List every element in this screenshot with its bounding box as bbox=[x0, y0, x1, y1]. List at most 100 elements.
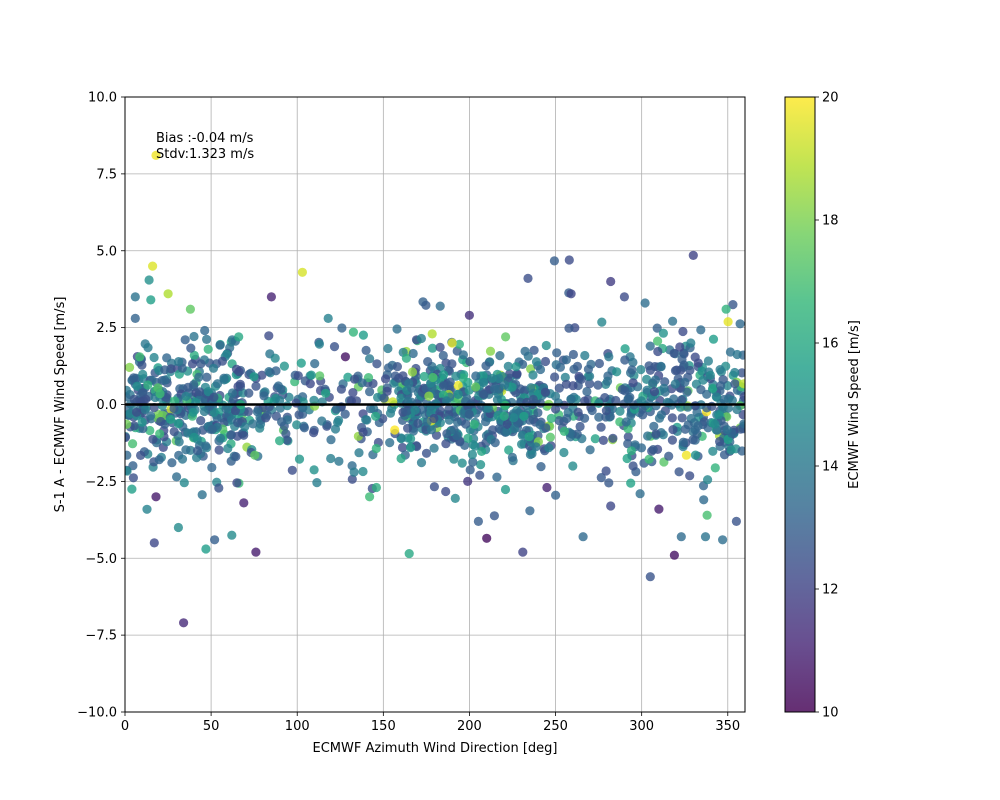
scatter-point bbox=[354, 448, 364, 458]
scatter-point bbox=[346, 396, 356, 406]
scatter-point bbox=[145, 425, 155, 436]
scatter-point bbox=[670, 379, 680, 389]
scatter-point bbox=[642, 385, 652, 395]
scatter-point bbox=[125, 419, 132, 429]
scatter-point bbox=[730, 379, 740, 389]
scatter-point bbox=[156, 416, 166, 427]
scatter-point bbox=[292, 420, 302, 430]
y-axis-ticks: −10.0 −7.5 −5.0 −2.5 0.0 2.5 5.0 7.5 10.0 bbox=[77, 91, 125, 721]
scatter-point bbox=[465, 356, 475, 367]
scatter-point bbox=[644, 454, 654, 464]
scatter-point bbox=[454, 339, 464, 349]
scatter-point bbox=[721, 304, 731, 314]
scatter-point bbox=[594, 358, 605, 369]
scatter-point bbox=[312, 478, 322, 488]
scatter-point bbox=[465, 465, 475, 475]
scatter-point bbox=[407, 367, 418, 377]
colorbar-tick-label: 10 bbox=[822, 706, 839, 721]
scatter-point bbox=[696, 325, 706, 335]
scatter-point bbox=[365, 387, 375, 397]
scatter-point bbox=[315, 371, 325, 381]
scatter-point bbox=[406, 434, 416, 444]
scatter-point bbox=[699, 495, 709, 505]
scatter-point bbox=[626, 446, 637, 456]
scatter-point bbox=[385, 438, 395, 448]
scatter-point bbox=[125, 362, 135, 372]
scatter-point bbox=[264, 331, 274, 341]
scatter-point bbox=[572, 429, 582, 439]
scatter-point bbox=[248, 419, 258, 429]
scatter-point bbox=[349, 467, 359, 477]
scatter-point bbox=[730, 367, 740, 378]
scatter-point bbox=[257, 370, 267, 380]
scatter-point bbox=[125, 450, 132, 460]
scatter-point bbox=[239, 498, 249, 508]
scatter-point bbox=[151, 492, 161, 502]
scatter-point bbox=[234, 332, 244, 342]
scatter-point bbox=[266, 292, 276, 302]
scatter-point bbox=[293, 371, 303, 381]
scatter-point bbox=[426, 425, 437, 435]
scatter-point bbox=[240, 422, 250, 432]
scatter-point bbox=[144, 275, 154, 285]
scatter-point bbox=[270, 353, 280, 363]
scatter-point bbox=[326, 453, 336, 464]
scatter-point bbox=[682, 387, 692, 397]
x-tick-label: 250 bbox=[543, 719, 568, 734]
scatter-point bbox=[317, 416, 327, 426]
scatter-point bbox=[421, 448, 432, 458]
scatter-point bbox=[128, 473, 138, 483]
scatter-point bbox=[714, 410, 724, 420]
scatter-point bbox=[421, 300, 431, 310]
scatter-point bbox=[606, 276, 616, 287]
scatter-point bbox=[398, 371, 408, 381]
scatter-point bbox=[596, 473, 606, 483]
scatter-point bbox=[580, 413, 590, 423]
scatter-point bbox=[463, 433, 473, 443]
scatter-point bbox=[688, 250, 698, 260]
scatter-point bbox=[535, 364, 546, 375]
scatter-point bbox=[544, 443, 554, 453]
scatter-point bbox=[475, 470, 485, 480]
scatter-point bbox=[413, 418, 423, 428]
scatter-point bbox=[654, 413, 665, 423]
scatter-point bbox=[173, 522, 183, 533]
scatter-point bbox=[649, 387, 660, 397]
scatter-point bbox=[194, 372, 204, 382]
scatter-point bbox=[471, 371, 481, 381]
scatter-point bbox=[620, 386, 630, 396]
scatter-point bbox=[232, 478, 242, 488]
scatter-point bbox=[594, 412, 604, 422]
scatter-point bbox=[187, 359, 198, 369]
scatter-point bbox=[447, 338, 457, 348]
scatter-point bbox=[453, 380, 463, 391]
scatter-point bbox=[347, 474, 357, 484]
scatter-point bbox=[306, 370, 316, 380]
colorbar-ticks: 10 12 14 16 18 20 bbox=[815, 91, 839, 721]
scatter-point bbox=[715, 365, 725, 375]
scatter-point bbox=[186, 343, 196, 353]
scatter-point bbox=[619, 292, 630, 302]
scatter-point bbox=[669, 348, 679, 358]
scatter-point bbox=[183, 428, 193, 438]
scatter-point bbox=[648, 445, 658, 455]
scatter-point bbox=[640, 298, 650, 308]
scatter-point bbox=[172, 472, 182, 482]
scatter-point bbox=[403, 423, 413, 433]
scatter-point bbox=[125, 466, 132, 476]
scatter-point bbox=[426, 401, 437, 411]
scatter-point bbox=[681, 450, 692, 460]
scatter-point bbox=[404, 549, 414, 559]
scatter-point bbox=[155, 429, 165, 439]
scatter-point bbox=[233, 418, 243, 428]
scatter-point bbox=[137, 360, 147, 370]
scatter-point bbox=[728, 300, 738, 310]
scatter-point bbox=[559, 447, 569, 458]
scatter-point bbox=[464, 409, 474, 419]
scatter-point bbox=[623, 394, 633, 404]
scatter-point bbox=[580, 350, 590, 361]
scatter-point bbox=[154, 455, 164, 465]
scatter-point bbox=[615, 417, 625, 427]
scatter-point bbox=[578, 532, 588, 542]
